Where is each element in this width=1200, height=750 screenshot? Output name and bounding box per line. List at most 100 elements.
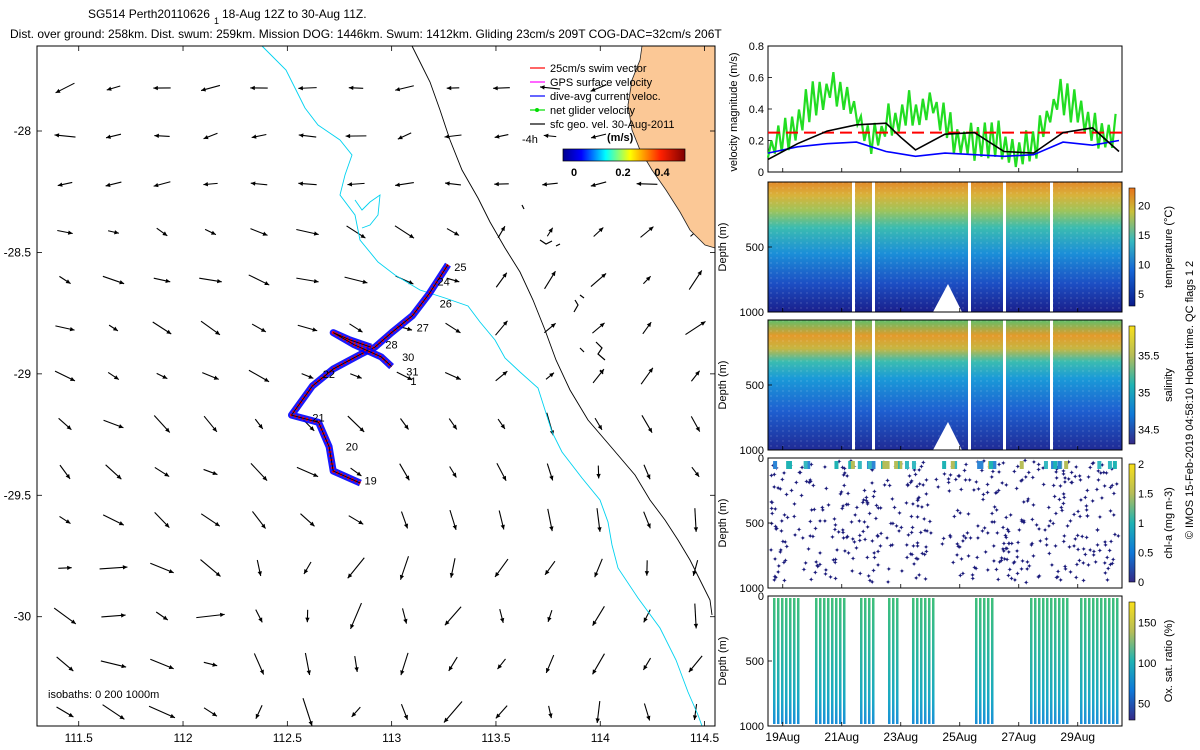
chl-sample: ✦ — [865, 499, 871, 507]
vector-arrow — [350, 467, 362, 477]
chl-sample: ✦ — [985, 481, 991, 489]
vector-arrow — [59, 464, 71, 480]
chl-sample: ✦ — [909, 529, 915, 537]
vector-arrow — [102, 514, 125, 526]
chl-sample: ✦ — [1002, 556, 1008, 564]
vector-arrow — [156, 227, 168, 237]
chl-sample: ✦ — [1021, 498, 1027, 506]
vector-arrow — [156, 372, 168, 380]
legend-net-glider: net glider velocity — [550, 105, 635, 117]
chl-sample: ✦ — [1087, 546, 1093, 554]
chl-sample: ✦ — [785, 514, 791, 522]
vector-arrow — [57, 229, 73, 235]
day-label: 21 — [312, 413, 324, 425]
chl-sample: ✦ — [1046, 523, 1052, 531]
chl-sample: ✦ — [1095, 468, 1101, 476]
chl-surface-sample — [857, 461, 862, 469]
chl-sample: ✦ — [864, 554, 870, 562]
vector-arrow — [105, 181, 122, 187]
chl-sample: ✦ — [1004, 556, 1010, 564]
vector-arrow — [547, 609, 553, 623]
vector-arrow — [688, 270, 703, 290]
chl-sample: ✦ — [971, 486, 977, 494]
chl-sample: ✦ — [869, 466, 875, 474]
isobath-0m — [411, 45, 713, 616]
chl-sample: ✦ — [1047, 518, 1053, 526]
vector-arrow — [641, 415, 653, 433]
chl-sample: ✦ — [854, 504, 860, 512]
chl-sample: ✦ — [1078, 497, 1084, 505]
chl-sample: ✦ — [1080, 559, 1086, 567]
chl-sample: ✦ — [1084, 506, 1090, 514]
vector-arrow — [103, 419, 124, 429]
chl-sample: ✦ — [863, 497, 869, 505]
vector-arrow — [56, 656, 74, 672]
vector-arrow — [544, 270, 556, 290]
chl-sample: ✦ — [896, 527, 902, 535]
depth-tick-label: 0 — [758, 591, 764, 603]
vector-arrow — [448, 418, 458, 430]
chl-sample: ✦ — [994, 529, 1000, 537]
chl-sample: ✦ — [852, 511, 858, 519]
vector-arrow — [196, 612, 225, 619]
day-label: 22 — [323, 369, 335, 381]
chl-sample: ✦ — [865, 524, 871, 532]
chl-sample: ✦ — [857, 570, 863, 578]
vector-arrow — [346, 225, 366, 239]
chl-sample: ✦ — [1062, 475, 1068, 483]
chl-sample: ✦ — [844, 501, 850, 509]
ox-profile — [1062, 598, 1065, 724]
legend-swim-vector: 25cm/s swim vector — [550, 63, 647, 75]
glider-track-path — [290, 264, 449, 484]
chl-sample: ✦ — [1019, 518, 1025, 526]
chl-sample: ✦ — [882, 482, 888, 490]
chl-sample: ✦ — [1011, 559, 1017, 567]
vector-arrow — [251, 133, 267, 139]
chl-sample: ✦ — [771, 577, 777, 585]
chl-surface-sample — [1053, 461, 1058, 469]
vector-arrow — [494, 134, 509, 139]
chl-sample: ✦ — [964, 529, 970, 537]
chl-sample: ✦ — [850, 535, 856, 543]
vector-arrow — [345, 133, 367, 139]
chl-sample: ✦ — [872, 554, 878, 562]
chl-sample: ✦ — [1102, 560, 1108, 568]
map-y-axis: -28 -28.5 -29 -29.5 -30 — [4, 124, 715, 624]
variable-label: salinity — [1163, 368, 1175, 402]
chl-sample: ✦ — [994, 566, 1000, 574]
chl-sample: ✦ — [1077, 473, 1083, 481]
vector-arrow — [685, 321, 706, 335]
colorbar-tick-0-2: 0.2 — [615, 167, 630, 179]
chl-sample: ✦ — [1044, 535, 1050, 543]
chl-sample: ✦ — [983, 548, 989, 556]
vector-arrow — [304, 652, 311, 676]
vector-arrow — [253, 653, 265, 675]
vector-arrow — [445, 181, 461, 186]
chl-sample: ✦ — [996, 468, 1002, 476]
chl-sample: ✦ — [1109, 465, 1115, 473]
variable-label: chl-a (mg m-3) — [1163, 487, 1175, 559]
chl-sample: ✦ — [834, 547, 840, 555]
chl-sample: ✦ — [1000, 459, 1006, 467]
chl-sample: ✦ — [1000, 524, 1006, 532]
chl-sample: ✦ — [905, 481, 911, 489]
chl-sample: ✦ — [1066, 476, 1072, 484]
colorbar-tick-label: 35.5 — [1138, 351, 1159, 363]
chl-sample: ✦ — [1108, 538, 1114, 546]
chl-sample: ✦ — [1109, 560, 1115, 568]
vector-arrow — [594, 558, 603, 578]
chl-sample: ✦ — [804, 478, 810, 486]
time-tick-label: 21Aug — [824, 730, 859, 744]
vector-arrow — [495, 320, 508, 336]
chl-sample: ✦ — [1054, 466, 1060, 474]
chl-sample: ✦ — [1105, 576, 1111, 584]
chl-sample: ✦ — [1111, 512, 1117, 520]
vector-arrow — [691, 466, 700, 478]
chl-sample: ✦ — [1018, 477, 1024, 485]
colorbar-tick-label: 0.5 — [1138, 548, 1153, 560]
vector-arrow — [688, 655, 703, 673]
vector-arrow — [395, 182, 414, 187]
vector-arrow — [395, 85, 414, 92]
chl-surface-sample — [894, 461, 899, 469]
